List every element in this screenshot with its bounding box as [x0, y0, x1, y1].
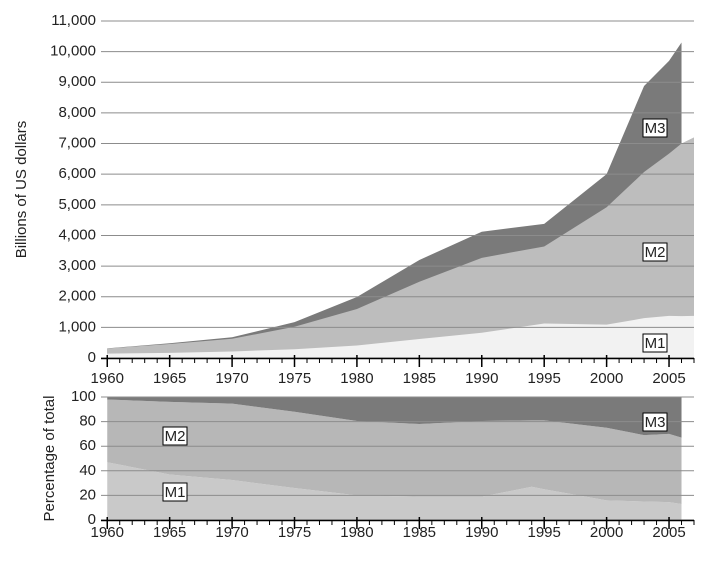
x-tick-label: 1960	[91, 524, 124, 541]
x-tick-label: 1990	[465, 370, 498, 387]
y-tick-label: 11,000	[51, 12, 96, 29]
x-tick-label: 1965	[153, 524, 186, 541]
x-tick-label: 2005	[652, 524, 685, 541]
series-label: M3	[645, 414, 666, 431]
y-tick-label: 40	[79, 462, 96, 479]
y-tick-label: 20	[79, 486, 96, 503]
y-tick-label: 2,000	[58, 288, 96, 305]
x-tick-label: 1990	[465, 524, 498, 541]
x-tick-label: 1995	[528, 524, 561, 541]
y-tick-label: 0	[88, 511, 96, 528]
series-label-box	[162, 426, 188, 446]
area	[107, 462, 682, 520]
series-label: M1	[165, 484, 186, 501]
y-tick-label: 1,000	[58, 318, 96, 335]
series-label: M2	[645, 244, 666, 261]
y-tick-label: 3,000	[58, 257, 96, 274]
x-tick-label: 1980	[340, 524, 373, 541]
y-tick-label: 0	[88, 349, 96, 366]
x-tick-label: 1980	[340, 370, 373, 387]
series-label: M3	[645, 120, 666, 137]
x-tick-label: 1975	[278, 370, 311, 387]
series-label: M1	[645, 335, 666, 352]
x-tick-label: 1975	[278, 524, 311, 541]
series-label: M2	[165, 428, 186, 445]
y-axis-title: Billions of US dollars	[13, 121, 30, 259]
series-label-box	[642, 242, 668, 262]
y-tick-label: 100	[71, 388, 96, 405]
x-tick-label: 2000	[590, 524, 623, 541]
y-axis-title: Percentage of total	[41, 396, 58, 522]
y-tick-label: 6,000	[58, 165, 96, 182]
y-tick-label: 8,000	[58, 104, 96, 121]
x-tick-label: 1970	[215, 370, 248, 387]
series-label-box	[642, 118, 668, 138]
x-tick-label: 2005	[652, 370, 685, 387]
x-tick-label: 1960	[91, 370, 124, 387]
x-tick-label: 2000	[590, 370, 623, 387]
x-tick-label: 1985	[403, 370, 436, 387]
y-tick-label: 60	[79, 437, 96, 454]
area	[107, 399, 682, 505]
area	[107, 397, 682, 438]
x-tick-label: 1995	[528, 370, 561, 387]
x-tick-label: 1970	[215, 524, 248, 541]
y-tick-label: 9,000	[58, 73, 96, 90]
y-tick-label: 80	[79, 413, 96, 430]
series-label-box	[642, 412, 668, 432]
y-tick-label: 4,000	[58, 226, 96, 243]
x-tick-label: 1965	[153, 370, 186, 387]
y-tick-label: 10,000	[50, 43, 96, 60]
area	[107, 137, 694, 358]
series-label-box	[642, 333, 668, 353]
area	[107, 315, 694, 358]
series-label-box	[162, 482, 188, 502]
x-tick-label: 1985	[403, 524, 436, 541]
y-tick-label: 5,000	[58, 196, 96, 213]
y-tick-label: 7,000	[58, 135, 96, 152]
